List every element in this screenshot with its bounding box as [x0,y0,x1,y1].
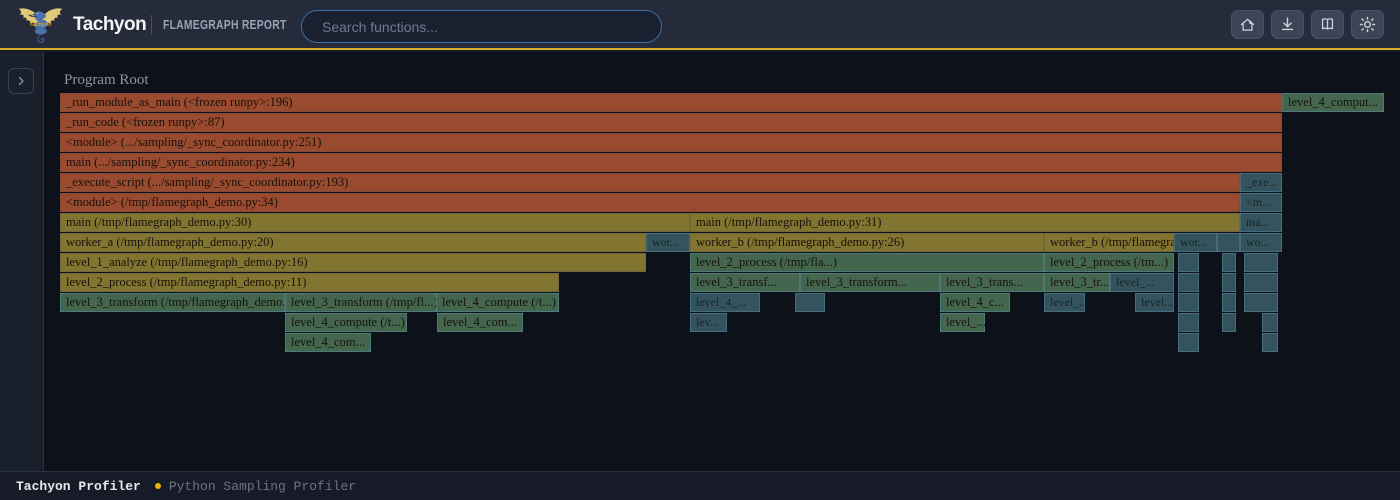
svg-text:Tachyon: Tachyon [29,22,52,28]
